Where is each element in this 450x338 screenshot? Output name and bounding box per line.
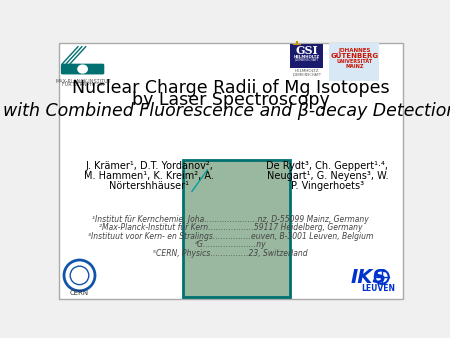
Text: GSI: GSI <box>295 45 318 56</box>
Text: MAINZ: MAINZ <box>346 64 364 69</box>
Text: with Combined Fluorescence and β-decay Detection: with Combined Fluorescence and β-decay D… <box>4 102 450 120</box>
Text: MAX-PLANCK-INSTITUT: MAX-PLANCK-INSTITUT <box>55 79 111 84</box>
Text: GUTENBERG: GUTENBERG <box>331 53 379 59</box>
Text: HELMHOLTZ: HELMHOLTZ <box>294 69 319 73</box>
Text: P. Vingerhoets³: P. Vingerhoets³ <box>291 181 364 191</box>
FancyBboxPatch shape <box>290 44 323 68</box>
Text: |GEMEINSCHAFT: |GEMEINSCHAFT <box>292 72 321 76</box>
Ellipse shape <box>77 65 88 74</box>
Text: M. Hammen¹, K. Kreim², A.: M. Hammen¹, K. Kreim², A. <box>84 171 214 181</box>
Text: ²Max-Planck-Institut für Kern………………59117 Heidelberg, Germany: ²Max-Planck-Institut für Kern………………59117… <box>99 223 362 232</box>
Text: ¹Institut für Kernchemie, Joha…………………nz, D-55099 Mainz, Germany: ¹Institut für Kernchemie, Joha…………………nz,… <box>92 215 369 224</box>
Text: by Laser Spectroscopy: by Laser Spectroscopy <box>132 91 329 109</box>
Text: JOHANNES: JOHANNES <box>338 48 371 53</box>
Text: IKS: IKS <box>351 268 387 287</box>
Text: Neugart¹, G. Neyens³, W.: Neugart¹, G. Neyens³, W. <box>267 171 388 181</box>
FancyBboxPatch shape <box>183 160 289 297</box>
Text: CERN: CERN <box>70 290 89 296</box>
FancyBboxPatch shape <box>58 43 403 298</box>
Text: HELMHOLTZ: HELMHOLTZ <box>293 55 320 59</box>
Text: ⁵CERN, Physics……………23, Switzerland: ⁵CERN, Physics……………23, Switzerland <box>153 248 308 258</box>
Text: ⁴G…………………ny: ⁴G…………………ny <box>195 240 266 249</box>
Text: UNIVERSITÄT: UNIVERSITÄT <box>337 59 373 64</box>
FancyBboxPatch shape <box>329 43 379 81</box>
Text: LEUVEN: LEUVEN <box>361 284 395 293</box>
FancyBboxPatch shape <box>61 64 104 74</box>
Text: ³Instituut voor Kern- en Stralings……………euven, B-3001 Leuven, Belgium: ³Instituut voor Kern- en Stralings……………e… <box>88 232 374 241</box>
Text: |GEMEINSCHAFT: |GEMEINSCHAFT <box>294 58 319 62</box>
Text: Nuclear Charge Radii of Mg Isotopes: Nuclear Charge Radii of Mg Isotopes <box>72 79 389 97</box>
Text: J. Krämer¹, D.T. Yordanov²,: J. Krämer¹, D.T. Yordanov², <box>86 161 213 171</box>
Text: Nörtershhäuser¹: Nörtershhäuser¹ <box>109 181 189 191</box>
Text: De Rydt³, Ch. Geppert¹‧⁴,: De Rydt³, Ch. Geppert¹‧⁴, <box>266 161 388 171</box>
Text: FÜR KERNPHYSIK: FÜR KERNPHYSIK <box>62 82 104 87</box>
